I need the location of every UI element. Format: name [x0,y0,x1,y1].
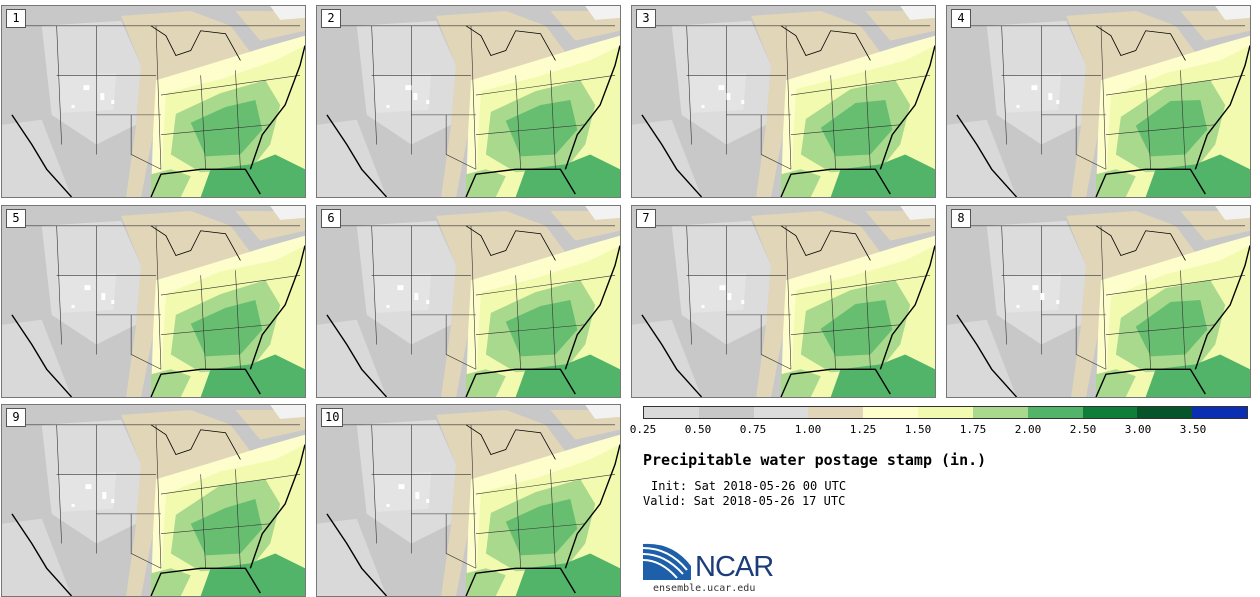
valid-time: Valid: Sat 2018-05-26 17 UTC [643,494,846,508]
member-number-label: 7 [636,209,656,228]
colorbar-swatch [1027,407,1083,418]
colorbar-tick-label: 0.75 [739,423,767,436]
member-number-label: 9 [6,408,26,427]
colorbar-swatch [972,407,1028,418]
colorbar-ticks: 0.25 0.50 0.75 1.00 1.25 1.50 1.75 2.00 2.50 3.00… [630,423,1260,439]
member-panel: 6 [316,205,621,398]
colorbar-swatch [1137,407,1193,418]
ncar-logo-text: NCAR [695,551,774,583]
colorbar-tick-label: 1.25 [849,423,877,436]
colorbar-tick-label: 2.50 [1069,423,1097,436]
ncar-logo-icon [643,543,691,580]
member-panel: 5 [1,205,306,398]
colorbar [643,406,1248,419]
colorbar-tick-label: 0.25 [629,423,657,436]
member-number-label: 8 [951,209,971,228]
member-panel: 8 [946,205,1251,398]
member-number-label: 6 [321,209,341,228]
member-panel: 10 [316,404,621,597]
member-panel: 7 [631,205,936,398]
colorbar-tick-label: 3.00 [1124,423,1152,436]
colorbar-tick-label: 2.00 [1014,423,1042,436]
member-number-label: 3 [636,9,656,28]
colorbar-tick-label: 1.75 [959,423,987,436]
colorbar-swatch [753,407,809,418]
colorbar-swatch [1192,407,1247,418]
colorbar-tick-label: 1.50 [904,423,932,436]
member-number-label: 2 [321,9,341,28]
colorbar-swatch [808,407,864,418]
colorbar-tick-label: 3.50 [1179,423,1207,436]
logo-url: ensemble.ucar.edu [653,583,756,594]
colorbar-tick-label: 0.50 [684,423,712,436]
colorbar-swatch [698,407,754,418]
member-panel: 3 [631,5,936,198]
member-panel: 2 [316,5,621,198]
member-number-label: 10 [321,408,344,427]
colorbar-swatch [644,407,699,418]
colorbar-swatch [863,407,919,418]
member-number-label: 4 [951,9,971,28]
member-panel: 4 [946,5,1251,198]
member-number-label: 1 [6,9,26,28]
colorbar-swatch [1082,407,1138,418]
member-panel: 1 [1,5,306,198]
colorbar-swatch [918,407,973,418]
init-time: Init: Sat 2018-05-26 00 UTC [651,479,847,493]
figure-title: Precipitable water postage stamp (in.) [643,451,987,469]
colorbar-tick-label: 1.00 [794,423,822,436]
member-panel: 9 [1,404,306,597]
member-number-label: 5 [6,209,26,228]
